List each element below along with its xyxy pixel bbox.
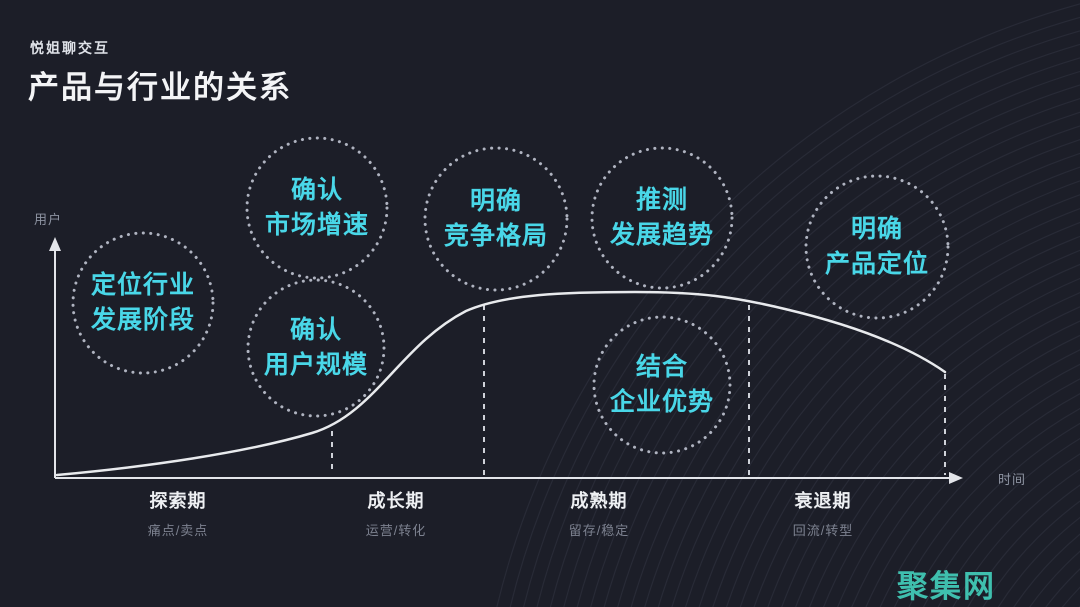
bubble-circles [71,136,950,455]
y-axis-arrow-icon [49,237,61,251]
bubble-circle [246,278,386,418]
phase-growth: 成长期 运营/转化 [306,487,486,539]
watermark-logo: 聚集网 [897,569,996,604]
bubble-line: 确认 [289,316,342,344]
phase-maturity: 成熟期 留存/稳定 [509,487,689,539]
bubble-line: 明确 [850,215,903,243]
lifecycle-curve [55,290,947,477]
bubble-line: 用户规模 [263,351,368,379]
bubble-line: 结合 [635,353,688,381]
bubble-line: 企业优势 [609,388,714,416]
bubble-circle [590,146,734,290]
bubble-company-advantage: 结合 企业优势 [577,350,747,420]
phase-name: 衰退期 [794,491,852,511]
bubble-circle [592,315,732,455]
bubble-line: 明确 [469,187,522,215]
axes [54,250,950,479]
bubble-user-scale: 确认 用户规模 [231,313,401,383]
phase-sublabel: 留存/稳定 [568,523,630,538]
bubble-line: 发展阶段 [90,306,195,334]
phase-decline: 衰退期 回流/转型 [733,487,913,539]
brand-text: 悦姐聊交互 [30,40,110,56]
bubble-line: 产品定位 [824,250,929,278]
bubble-line: 竞争格局 [443,222,548,250]
phase-name: 成长期 [367,491,425,511]
bubble-competition: 明确 竞争格局 [411,184,581,254]
phase-sublabel: 运营/转化 [365,523,427,538]
bubble-circle [423,146,569,292]
x-axis-label: 时间 [998,472,1027,487]
phase-dividers [331,305,946,475]
bubble-line: 推测 [635,186,688,214]
bubble-circle [804,174,950,320]
phase-exploration: 探索期 痛点/卖点 [88,487,268,539]
phase-name: 成熟期 [570,491,628,511]
y-axis-label: 用户 [34,212,63,227]
bubble-circle [245,136,389,280]
bubble-trend: 推测 发展趋势 [577,183,747,253]
bubble-product-positioning: 明确 产品定位 [792,212,962,282]
bubble-line: 发展趋势 [609,221,714,249]
bubble-industry-stage: 定位行业 发展阶段 [58,268,228,338]
bubble-line: 市场增速 [264,211,369,239]
bubble-circle [71,231,215,375]
phase-sublabel: 痛点/卖点 [147,523,209,538]
bubble-market-growth: 确认 市场增速 [232,173,402,243]
phase-sublabel: 回流/转型 [792,523,854,538]
page-title: 产品与行业的关系 [28,70,292,105]
x-axis-arrow-icon [949,472,963,484]
bubble-line: 确认 [290,176,343,204]
phase-name: 探索期 [149,491,207,511]
bubble-line: 定位行业 [90,271,195,299]
